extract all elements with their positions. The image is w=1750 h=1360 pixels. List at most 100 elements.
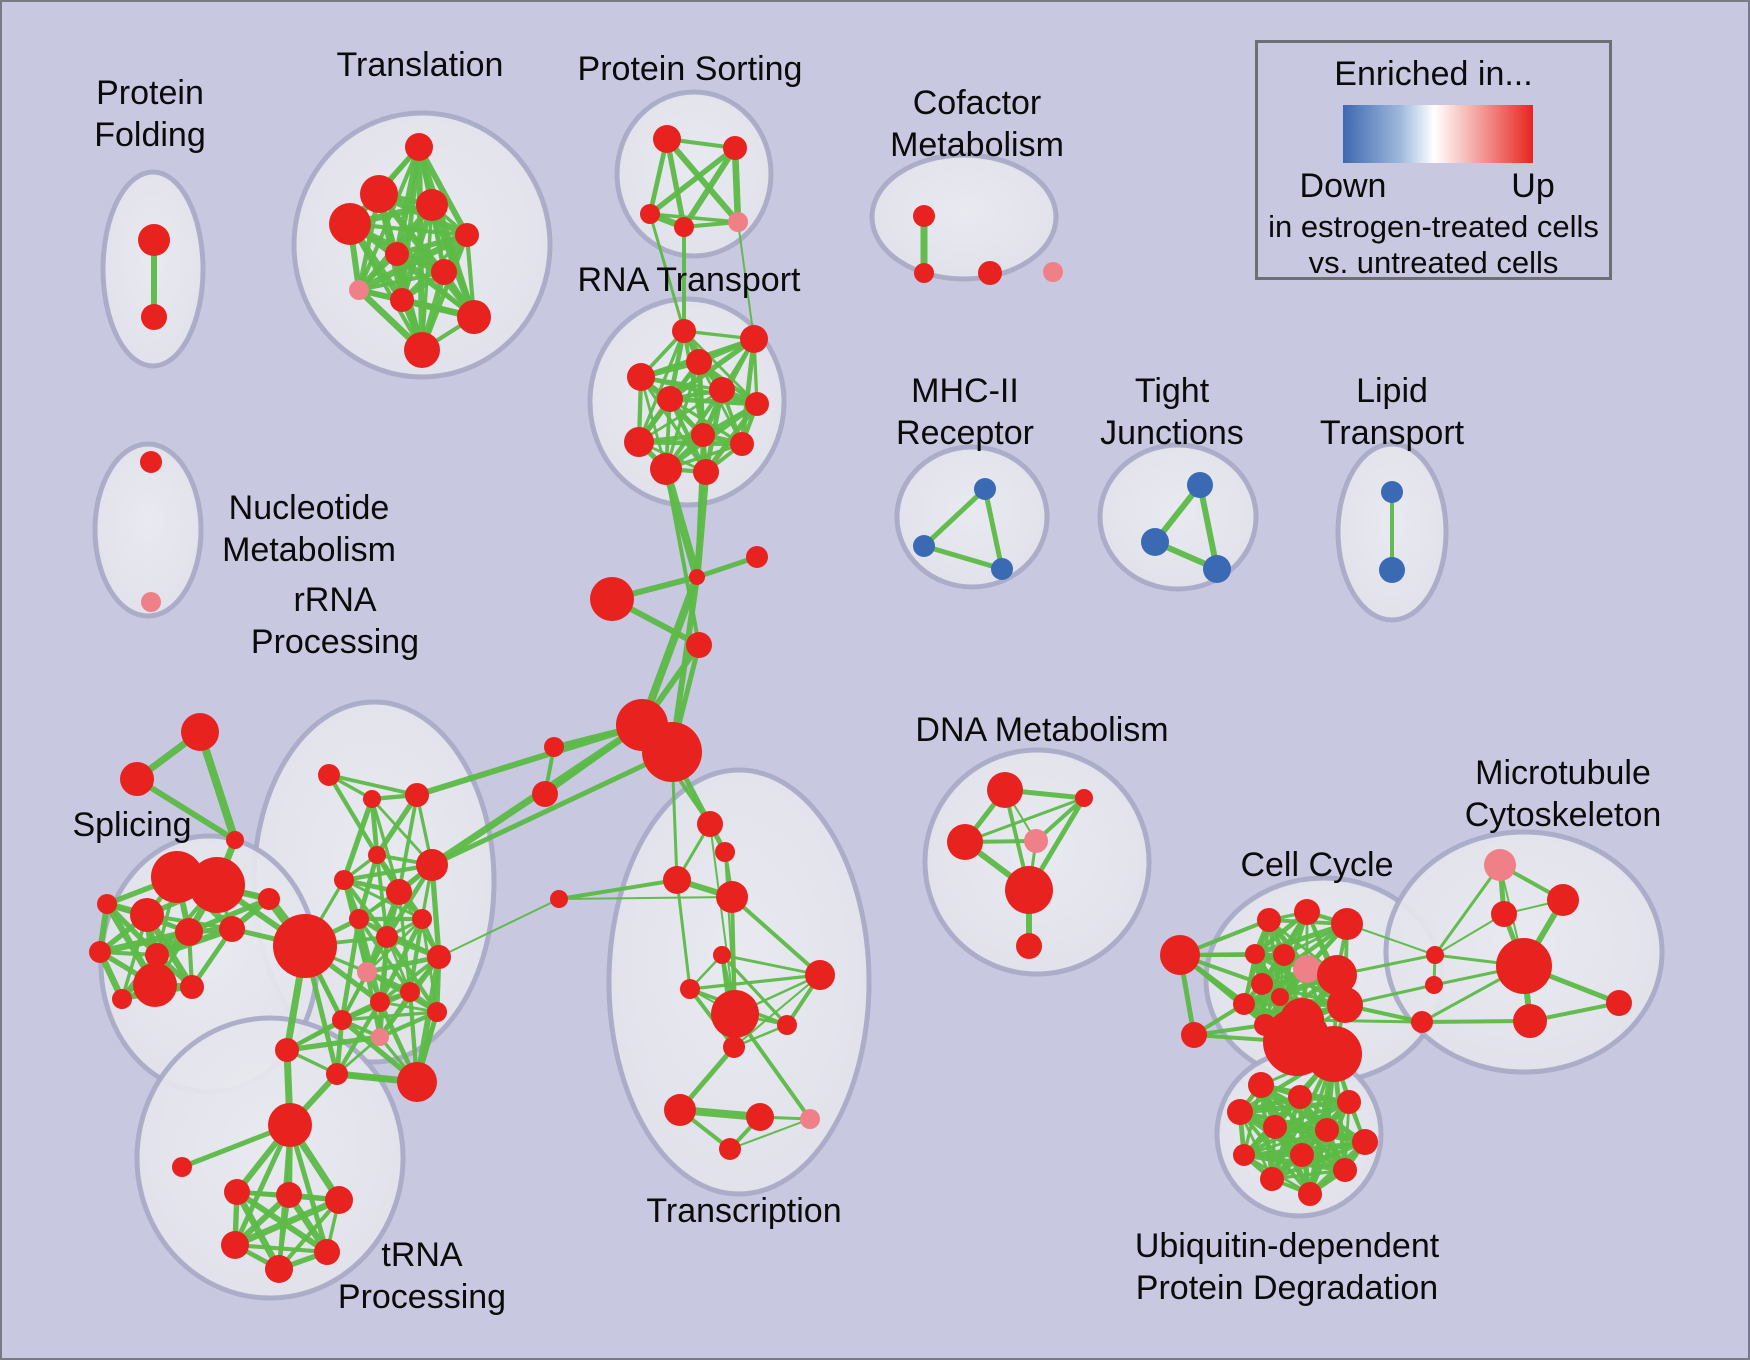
network-node-tr12 — [800, 1109, 820, 1129]
network-node-spJ — [258, 888, 280, 910]
network-node-r2 — [363, 790, 381, 808]
network-node-r9 — [412, 909, 432, 929]
network-edge — [287, 1122, 330, 1255]
network-node-tj2 — [1141, 528, 1169, 556]
network-node-cc8 — [1293, 955, 1321, 983]
network-node-d6 — [1016, 933, 1042, 959]
network-node-ccHub2 — [1306, 1026, 1362, 1082]
network-node-t2 — [360, 175, 398, 213]
network-node-mh2 — [913, 535, 935, 557]
legend-caption-line2: vs. untreated cells — [1308, 245, 1559, 280]
network-node-d5 — [1005, 866, 1053, 914]
mesh-edge-protein-sorting — [647, 145, 738, 217]
network-node-cc12 — [1233, 993, 1255, 1015]
network-node-cc10 — [1251, 973, 1273, 995]
network-node-ps3 — [640, 204, 660, 224]
network-node-sg2 — [120, 762, 154, 796]
network-node-tn1 — [224, 1179, 250, 1205]
network-node-t5 — [455, 223, 479, 247]
network-node-rt7 — [745, 392, 769, 416]
cluster-label-dna-metabolism: DNA Metabolism — [915, 711, 1168, 749]
network-node-r21 — [397, 1062, 437, 1102]
network-node-d1 — [987, 772, 1023, 808]
network-node-ch3 — [590, 577, 634, 621]
cluster-label-cell-cycle: Cell Cycle — [1240, 846, 1393, 884]
cluster-label-cofactor-metabolism: Cofactor Metabolism — [890, 84, 1064, 164]
network-node-r10 — [357, 962, 377, 982]
network-node-chL1 — [544, 737, 564, 757]
mesh-edge-transcription — [720, 953, 822, 977]
network-node-cf3 — [978, 261, 1002, 285]
legend: Enriched in... Down Up in estrogen-treat… — [1255, 40, 1612, 280]
network-node-r8 — [349, 909, 369, 929]
network-node-ps5 — [728, 212, 748, 232]
cluster-label-mhc-ii-receptor: MHC-II Receptor — [896, 372, 1034, 452]
network-node-t7 — [431, 259, 457, 285]
network-node-u9 — [1290, 1143, 1314, 1167]
cluster-label-transcription: Transcription — [646, 1192, 841, 1230]
network-node-sp4 — [97, 894, 117, 914]
network-node-ps1 — [653, 125, 681, 153]
network-node-u11 — [1333, 1158, 1357, 1182]
network-edge — [429, 749, 675, 868]
network-node-t8 — [349, 280, 369, 300]
network-edge — [730, 895, 822, 977]
mesh-edge-rna-transport — [637, 329, 686, 444]
network-node-m2 — [1547, 884, 1579, 916]
cluster-bubble-cofactor-metabolism — [869, 152, 1059, 282]
network-node-tr1 — [697, 811, 723, 837]
network-node-tr8 — [777, 1015, 797, 1035]
cluster-bubble-nucleotide-metabolism — [92, 441, 204, 619]
network-node-r7 — [386, 879, 412, 905]
network-node-cf2 — [914, 263, 934, 283]
network-node-m5 — [1513, 1004, 1547, 1038]
network-node-ch2 — [746, 546, 768, 568]
network-node-t4 — [329, 203, 371, 245]
cluster-label-translation: Translation — [337, 46, 504, 84]
network-node-rt4 — [686, 349, 712, 375]
network-edge — [982, 486, 1005, 572]
network-node-r19 — [275, 1038, 299, 1062]
network-node-chL2 — [532, 781, 558, 807]
legend-title: Enriched in... — [1334, 55, 1533, 93]
network-node-rt8 — [624, 427, 654, 457]
mesh-edge-rrna — [340, 1010, 439, 1022]
network-node-sp3 — [130, 898, 164, 932]
mesh-edge-protein-sorting — [681, 145, 738, 230]
mesh-edge-rna-transport — [637, 388, 724, 444]
network-node-r1 — [318, 764, 340, 786]
network-node-r18 — [371, 1028, 389, 1046]
network-edge — [1420, 1019, 1532, 1024]
network-node-r20 — [326, 1063, 348, 1085]
network-node-tn0 — [172, 1157, 192, 1177]
mesh-edge-rrna — [397, 793, 419, 894]
network-node-cf4 — [1043, 262, 1063, 282]
network-edge — [729, 1118, 811, 1150]
network-node-t11 — [404, 332, 440, 368]
mesh-edge-rna-transport — [739, 336, 757, 447]
cluster-label-tight-junctions: Tight Junctions — [1100, 372, 1244, 452]
mesh-edge-rna-transport — [639, 375, 708, 474]
network-node-cc7 — [1273, 944, 1295, 966]
legend-up-label: Up — [1511, 167, 1555, 205]
network-node-trHub — [711, 990, 759, 1038]
network-node-cf1 — [913, 205, 935, 227]
legend-down-label: Down — [1299, 167, 1387, 205]
network-node-r6 — [416, 849, 448, 881]
network-node-cc6 — [1245, 944, 1265, 964]
legend-caption-line1: in estrogen-treated cells — [1268, 209, 1599, 244]
network-node-tr3 — [663, 866, 691, 894]
cluster-label-splicing: Splicing — [72, 806, 191, 844]
mesh-edge-rrna — [369, 796, 380, 858]
mesh-edge-rrna — [339, 916, 362, 1023]
network-node-tr4 — [716, 881, 748, 913]
network-node-rt11 — [650, 453, 682, 485]
network-node-m3 — [1491, 901, 1517, 927]
cluster-label-rrna-processing: rRNA Processing — [251, 581, 419, 661]
network-node-u1 — [1248, 1072, 1274, 1098]
mesh-edge-trna-ring — [231, 1196, 343, 1249]
network-node-cn1 — [1426, 946, 1444, 964]
network-node-rt12 — [693, 459, 719, 485]
network-node-u8 — [1233, 1144, 1255, 1166]
